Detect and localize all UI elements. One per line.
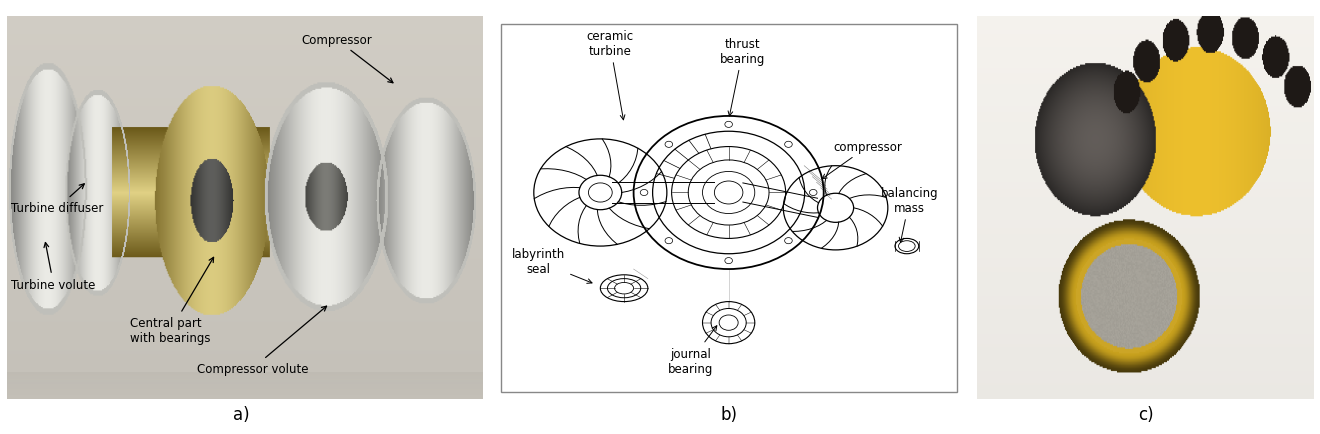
Circle shape: [665, 142, 673, 148]
Text: balancing
mass: balancing mass: [880, 187, 939, 243]
Text: compressor: compressor: [822, 141, 902, 179]
Text: Central part
with bearings: Central part with bearings: [131, 258, 214, 345]
Text: c): c): [1138, 405, 1154, 423]
Circle shape: [809, 190, 817, 196]
Text: thrust
bearing: thrust bearing: [721, 38, 766, 117]
Text: Turbine volute: Turbine volute: [12, 243, 96, 291]
Circle shape: [784, 142, 792, 148]
Text: journal
bearing: journal bearing: [668, 326, 717, 375]
Circle shape: [784, 238, 792, 244]
Text: a): a): [234, 405, 249, 423]
Text: Compressor: Compressor: [301, 34, 393, 84]
Circle shape: [725, 122, 733, 128]
Text: b): b): [721, 405, 737, 423]
Text: Compressor volute: Compressor volute: [197, 306, 326, 375]
Text: Turbine diffuser: Turbine diffuser: [12, 184, 104, 215]
Circle shape: [640, 190, 648, 196]
Text: ceramic
turbine: ceramic turbine: [586, 30, 634, 121]
Text: labyrinth
seal: labyrinth seal: [512, 248, 591, 284]
Circle shape: [725, 258, 733, 264]
Circle shape: [665, 238, 673, 244]
